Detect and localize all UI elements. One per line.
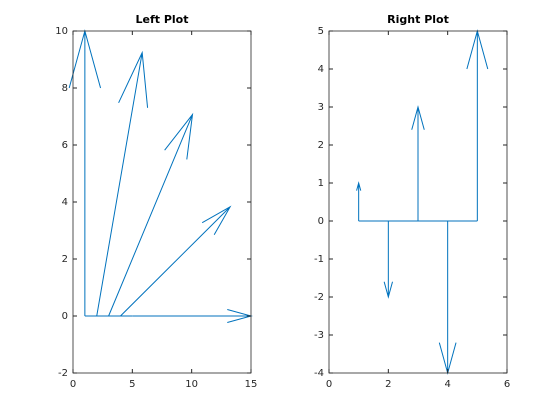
y-tick-label: 0 [62,311,68,322]
y-tick-label: 8 [62,83,68,94]
y-tick-label: 1 [318,178,324,189]
x-tick-label: 5 [129,379,135,390]
chart-title: Right Plot [387,13,449,26]
y-tick-label: 6 [62,140,68,151]
y-tick-label: 2 [62,254,68,265]
x-tick-label: 2 [385,379,391,390]
y-tick-label: -2 [58,368,68,379]
y-tick-label: -4 [314,368,324,379]
arrow [108,112,194,317]
arrow [466,29,489,221]
x-tick-label: 4 [444,379,450,390]
chart-title: Left Plot [136,13,189,26]
y-tick-label: 4 [62,197,68,208]
x-tick-label: 0 [326,379,332,390]
y-tick-label: 2 [318,140,324,151]
x-tick-label: 6 [504,379,510,390]
x-tick-label: 15 [245,379,258,390]
y-tick-label: 0 [318,216,324,227]
y-tick-label: 4 [318,64,324,75]
y-tick-label: 3 [318,102,324,113]
x-tick-label: 0 [70,379,76,390]
arrow [96,50,149,317]
axes-box [328,30,508,374]
y-tick-label: -1 [314,254,324,265]
arrow [120,205,232,317]
arrow [411,105,425,221]
x-tick-label: 10 [185,379,198,390]
arrow [383,221,393,299]
axes-box [72,30,252,374]
arrow [132,308,253,324]
y-tick-label: -2 [314,292,324,303]
arrow [356,181,362,221]
arrow [438,221,457,375]
y-tick-label: 5 [318,26,324,37]
arrow [68,29,102,316]
y-tick-label: 10 [55,26,68,37]
y-tick-label: -3 [314,330,324,341]
